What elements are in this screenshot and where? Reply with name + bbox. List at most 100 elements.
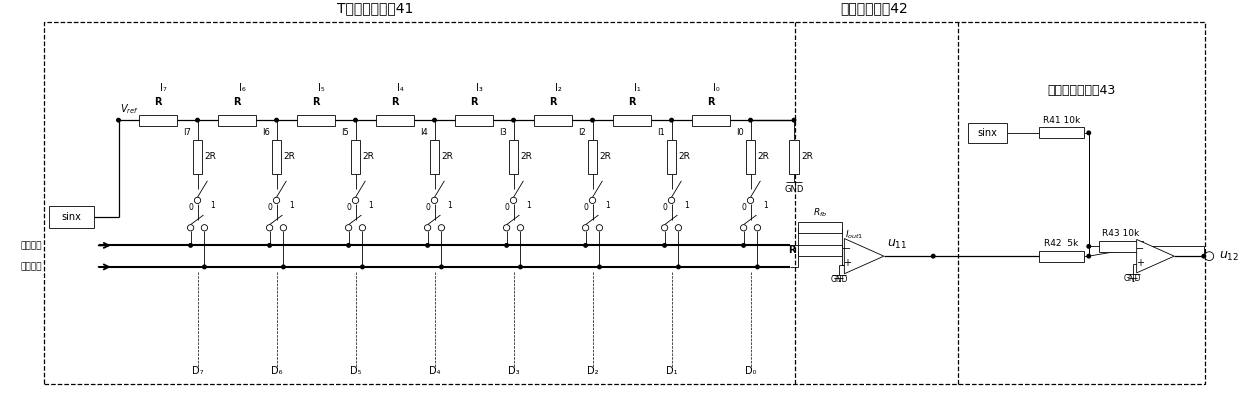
Circle shape [281, 265, 285, 269]
Text: 2R: 2R [758, 152, 769, 161]
Bar [745, 140, 755, 174]
Circle shape [202, 265, 206, 269]
Circle shape [518, 265, 522, 269]
Circle shape [201, 225, 207, 231]
Circle shape [187, 225, 193, 231]
Circle shape [792, 119, 796, 122]
Text: I6: I6 [262, 128, 269, 137]
Circle shape [511, 197, 517, 203]
Text: R: R [392, 97, 399, 107]
Bar [50, 206, 94, 228]
Bar [789, 140, 799, 174]
Bar [508, 140, 518, 174]
Circle shape [505, 244, 508, 247]
Bar [1039, 128, 1084, 138]
Text: I2: I2 [578, 128, 585, 137]
Text: 2R: 2R [599, 152, 611, 161]
Text: +: + [843, 258, 852, 268]
Circle shape [676, 225, 682, 231]
Circle shape [517, 225, 523, 231]
Text: 2R: 2R [284, 152, 295, 161]
Bar [429, 140, 439, 174]
Text: I4: I4 [420, 128, 428, 137]
Text: 2R: 2R [441, 152, 454, 161]
Circle shape [661, 225, 668, 231]
Circle shape [1202, 255, 1205, 258]
Text: 0: 0 [346, 203, 351, 212]
Circle shape [598, 265, 601, 269]
Bar [534, 115, 572, 126]
Text: R: R [312, 97, 320, 107]
Text: GND: GND [1123, 274, 1142, 283]
Text: 1: 1 [210, 201, 215, 210]
Bar [797, 245, 842, 256]
Text: sinx: sinx [977, 128, 997, 138]
Text: I₅: I₅ [317, 83, 325, 93]
Circle shape [590, 119, 594, 122]
Text: 2R: 2R [205, 152, 216, 161]
Text: GND: GND [784, 185, 804, 194]
Text: 2R: 2R [521, 152, 532, 161]
Circle shape [503, 225, 510, 231]
Text: D₂: D₂ [587, 367, 598, 377]
Bar [192, 140, 202, 174]
Text: 1: 1 [684, 201, 688, 210]
Circle shape [352, 197, 358, 203]
Circle shape [748, 197, 754, 203]
Circle shape [1087, 245, 1090, 248]
Text: 0: 0 [583, 203, 588, 212]
Bar [139, 115, 177, 126]
Text: R: R [629, 97, 636, 107]
Bar [218, 115, 255, 126]
Text: 信号线一: 信号线一 [21, 241, 42, 250]
Polygon shape [844, 239, 884, 274]
Circle shape [275, 119, 278, 122]
Circle shape [196, 119, 200, 122]
Text: 1: 1 [763, 201, 768, 210]
Text: I7: I7 [182, 128, 191, 137]
Text: I₁: I₁ [634, 83, 640, 93]
Bar [588, 140, 598, 174]
Text: 1: 1 [526, 201, 531, 210]
Text: 0: 0 [267, 203, 272, 212]
Circle shape [663, 244, 666, 247]
Circle shape [931, 255, 935, 258]
Text: −: − [843, 244, 852, 254]
Text: R: R [154, 97, 161, 107]
Text: R: R [233, 97, 241, 107]
Circle shape [584, 244, 588, 247]
Text: R: R [549, 97, 557, 107]
Text: 电压转换器－42: 电压转换器－42 [839, 2, 908, 16]
Text: $u_{12}$: $u_{12}$ [1219, 250, 1239, 263]
Bar [1099, 241, 1143, 252]
Circle shape [749, 119, 753, 122]
Bar [298, 115, 335, 126]
Text: D₇: D₇ [192, 367, 203, 377]
Text: 0: 0 [662, 203, 667, 212]
Text: $I_{out2}$: $I_{out2}$ [846, 253, 864, 265]
Text: sinx: sinx [62, 212, 82, 222]
Text: GND: GND [831, 275, 848, 284]
Circle shape [433, 119, 436, 122]
Circle shape [188, 244, 192, 247]
Text: D₆: D₆ [270, 367, 283, 377]
Circle shape [267, 225, 273, 231]
Circle shape [424, 225, 430, 231]
Text: $u_{11}$: $u_{11}$ [887, 238, 906, 251]
Text: R41 10k: R41 10k [1043, 116, 1080, 124]
Text: D₃: D₃ [507, 367, 520, 377]
Circle shape [346, 225, 352, 231]
Text: D₅: D₅ [350, 367, 361, 377]
Text: I₇: I₇ [160, 83, 166, 93]
Circle shape [280, 225, 286, 231]
Circle shape [440, 265, 443, 269]
Circle shape [1205, 252, 1214, 261]
Text: +: + [1136, 258, 1143, 268]
Text: I5: I5 [341, 128, 348, 137]
Bar [1039, 251, 1084, 261]
Text: I₂: I₂ [554, 83, 562, 93]
Polygon shape [1137, 239, 1174, 273]
Bar [614, 115, 651, 126]
Text: T型电阻网络－41: T型电阻网络－41 [337, 2, 413, 16]
Circle shape [195, 197, 201, 203]
